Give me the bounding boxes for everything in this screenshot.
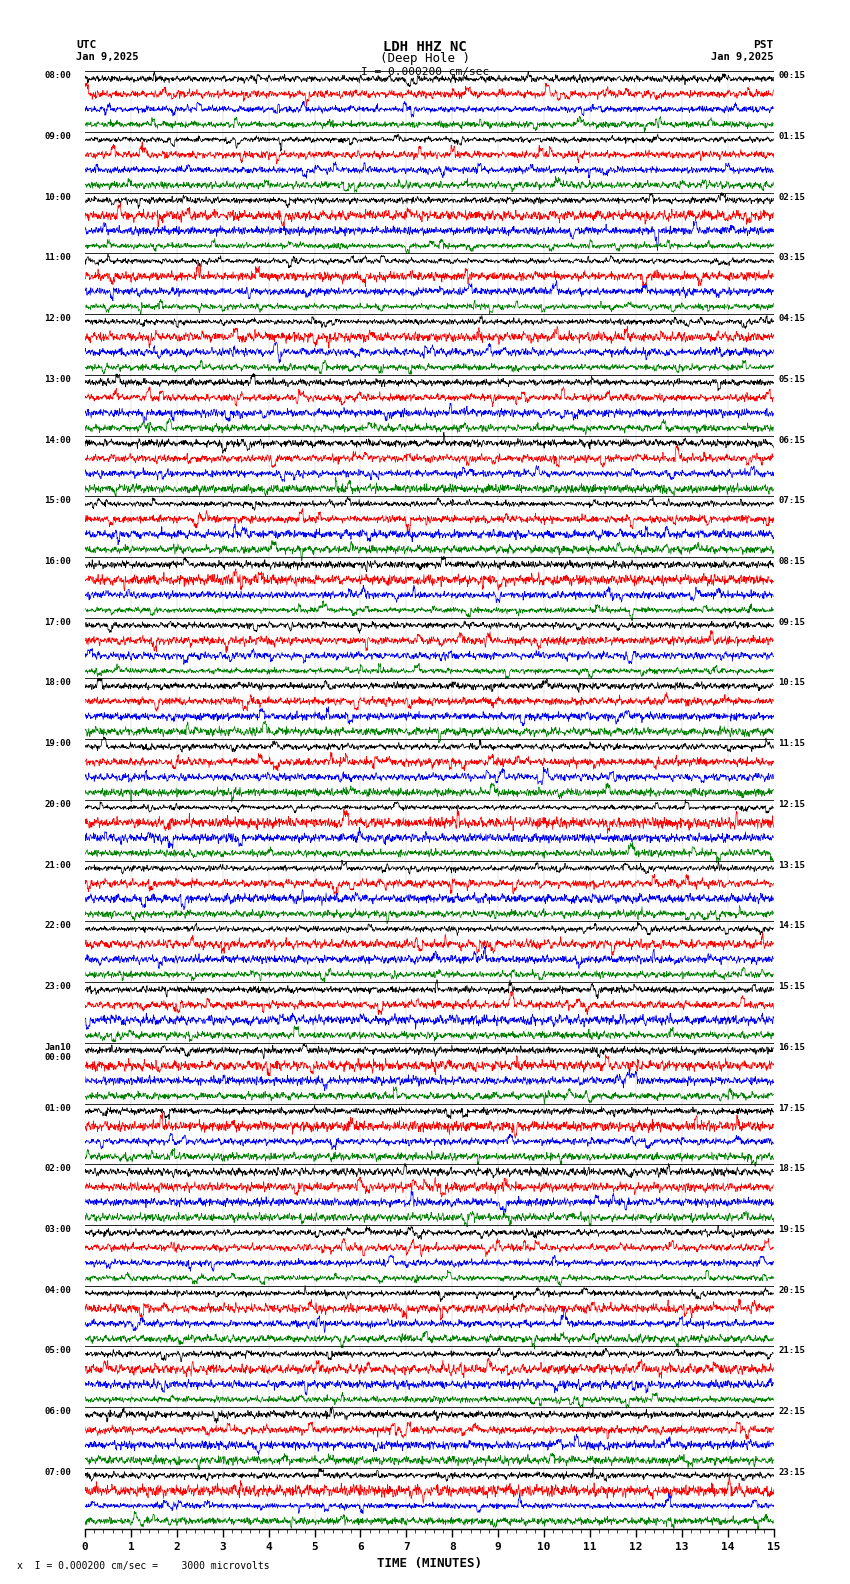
Text: 18:00: 18:00 xyxy=(44,678,71,687)
Text: 19:15: 19:15 xyxy=(778,1224,805,1234)
X-axis label: TIME (MINUTES): TIME (MINUTES) xyxy=(377,1557,482,1570)
Text: 08:00: 08:00 xyxy=(44,71,71,81)
Text: 18:15: 18:15 xyxy=(778,1164,805,1174)
Text: 20:15: 20:15 xyxy=(778,1286,805,1294)
Text: 10:00: 10:00 xyxy=(44,193,71,201)
Text: 09:00: 09:00 xyxy=(44,131,71,141)
Text: 23:00: 23:00 xyxy=(44,982,71,992)
Text: 03:15: 03:15 xyxy=(778,253,805,263)
Text: 14:15: 14:15 xyxy=(778,922,805,930)
Text: 01:00: 01:00 xyxy=(44,1104,71,1112)
Text: 00:15: 00:15 xyxy=(778,71,805,81)
Text: 05:15: 05:15 xyxy=(778,375,805,383)
Text: (Deep Hole ): (Deep Hole ) xyxy=(380,52,470,65)
Text: 16:15: 16:15 xyxy=(778,1042,805,1052)
Text: 21:15: 21:15 xyxy=(778,1346,805,1356)
Text: 02:15: 02:15 xyxy=(778,193,805,201)
Text: LDH HHZ NC: LDH HHZ NC xyxy=(383,40,467,54)
Text: 10:15: 10:15 xyxy=(778,678,805,687)
Text: 13:15: 13:15 xyxy=(778,860,805,870)
Text: 01:15: 01:15 xyxy=(778,131,805,141)
Text: Jan 9,2025: Jan 9,2025 xyxy=(711,52,774,62)
Text: 17:15: 17:15 xyxy=(778,1104,805,1112)
Text: x  I = 0.000200 cm/sec =    3000 microvolts: x I = 0.000200 cm/sec = 3000 microvolts xyxy=(17,1562,269,1571)
Text: 06:15: 06:15 xyxy=(778,436,805,445)
Text: Jan10
00:00: Jan10 00:00 xyxy=(44,1042,71,1063)
Text: 15:15: 15:15 xyxy=(778,982,805,992)
Text: 05:00: 05:00 xyxy=(44,1346,71,1356)
Text: 16:00: 16:00 xyxy=(44,558,71,565)
Text: 08:15: 08:15 xyxy=(778,558,805,565)
Text: 11:15: 11:15 xyxy=(778,740,805,748)
Text: 20:00: 20:00 xyxy=(44,800,71,809)
Text: I = 0.000200 cm/sec: I = 0.000200 cm/sec xyxy=(361,67,489,76)
Text: 19:00: 19:00 xyxy=(44,740,71,748)
Text: 17:00: 17:00 xyxy=(44,618,71,627)
Text: 22:15: 22:15 xyxy=(778,1407,805,1416)
Text: 11:00: 11:00 xyxy=(44,253,71,263)
Text: 23:15: 23:15 xyxy=(778,1468,805,1476)
Text: 07:15: 07:15 xyxy=(778,496,805,505)
Text: 12:15: 12:15 xyxy=(778,800,805,809)
Text: 02:00: 02:00 xyxy=(44,1164,71,1174)
Text: 04:00: 04:00 xyxy=(44,1286,71,1294)
Text: 12:00: 12:00 xyxy=(44,314,71,323)
Text: 15:00: 15:00 xyxy=(44,496,71,505)
Text: 06:00: 06:00 xyxy=(44,1407,71,1416)
Text: 22:00: 22:00 xyxy=(44,922,71,930)
Text: 03:00: 03:00 xyxy=(44,1224,71,1234)
Text: 04:15: 04:15 xyxy=(778,314,805,323)
Text: Jan 9,2025: Jan 9,2025 xyxy=(76,52,139,62)
Text: PST: PST xyxy=(753,40,774,49)
Text: 13:00: 13:00 xyxy=(44,375,71,383)
Text: 14:00: 14:00 xyxy=(44,436,71,445)
Text: 07:00: 07:00 xyxy=(44,1468,71,1476)
Text: 21:00: 21:00 xyxy=(44,860,71,870)
Text: 09:15: 09:15 xyxy=(778,618,805,627)
Text: UTC: UTC xyxy=(76,40,97,49)
